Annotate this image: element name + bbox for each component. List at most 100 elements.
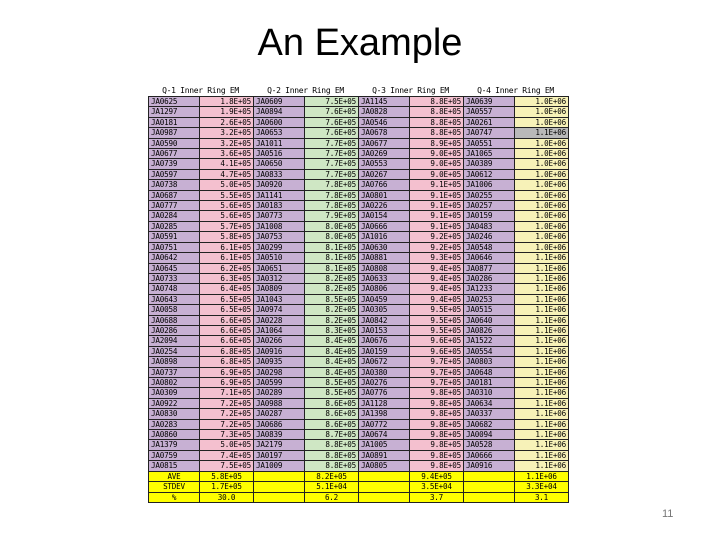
value-cell: 1.9E+05 — [199, 106, 254, 118]
summary-label-cell: AVE — [148, 470, 200, 483]
sample-id-cell: JA0183 — [253, 200, 305, 212]
sample-id-cell: JA0815 — [148, 460, 200, 472]
summary-value-cell: 3.5E+04 — [409, 481, 464, 493]
summary-value-cell: 9.4E+05 — [409, 470, 464, 483]
value-cell: 9.8E+05 — [409, 449, 464, 462]
summary-label-cell — [358, 470, 410, 483]
value-cell: 1.1E+06 — [514, 376, 569, 389]
sample-id-cell: JA0776 — [358, 387, 410, 399]
table-row: JA1379 5.0E+05 JA2179 8.8E+05 JA1005 9.8E+05 J… — [148, 439, 569, 451]
sample-id-cell: JA0640 — [463, 314, 515, 326]
table-row: JA1297 1.9E+05 JA0894 7.6E+05 JA0828 8.8E+05 J… — [148, 106, 569, 118]
value-cell: 8.9E+05 — [409, 137, 464, 150]
value-cell: 2.6E+05 — [199, 116, 254, 129]
sample-id-cell: JA0898 — [148, 356, 200, 368]
value-cell: 1.1E+06 — [514, 335, 569, 347]
sample-id-cell: JA1008 — [253, 220, 305, 233]
sample-id-cell: JA0159 — [358, 345, 410, 358]
sample-id-cell: JA0283 — [148, 418, 200, 431]
value-cell: 6.8E+05 — [199, 345, 254, 358]
value-cell: 8.8E+05 — [304, 449, 359, 462]
value-cell: 7.2E+05 — [199, 408, 254, 420]
table-row: JA0597 4.7E+05 JA0833 7.7E+05 JA0267 9.0E+05 J… — [148, 168, 569, 181]
value-cell: 8.4E+05 — [304, 335, 359, 347]
sample-id-cell: JA0877 — [463, 262, 515, 274]
value-cell: 9.2E+05 — [409, 241, 464, 254]
value-cell: 9.8E+05 — [409, 460, 464, 472]
summary-label-cell: % — [148, 491, 200, 504]
table-row: JA0591 5.8E+05 JA0753 8.0E+05 JA1016 9.2E+05 J… — [148, 231, 569, 243]
summary-row: % 30.0 6.2 3.7 3.1 — [148, 491, 569, 504]
value-cell: 1.1E+06 — [514, 272, 569, 285]
value-cell: 3.6E+05 — [199, 148, 254, 160]
sample-id-cell: JA0459 — [358, 293, 410, 306]
value-cell: 1.1E+06 — [514, 252, 569, 264]
sample-id-cell: JA0261 — [463, 116, 515, 129]
slide-title: An Example — [257, 22, 463, 64]
value-cell: 1.0E+06 — [514, 189, 569, 202]
value-cell: 1.0E+06 — [514, 148, 569, 160]
value-cell: 7.4E+05 — [199, 449, 254, 462]
value-cell: 1.8E+05 — [199, 95, 254, 108]
table-row: JA0860 7.3E+05 JA0839 8.7E+05 JA0674 9.8E+05 J… — [148, 428, 569, 441]
value-cell: 7.6E+05 — [304, 127, 359, 139]
value-cell: 6.2E+05 — [199, 262, 254, 274]
value-cell: 9.4E+05 — [409, 262, 464, 274]
table-row: JA0777 5.6E+05 JA0183 7.8E+05 JA0226 9.1E+05 J… — [148, 200, 569, 212]
sample-id-cell: JA0528 — [463, 439, 515, 451]
value-cell: 1.1E+06 — [514, 418, 569, 431]
sample-id-cell: JA0920 — [253, 179, 305, 191]
value-cell: 8.0E+05 — [304, 220, 359, 233]
value-cell: 7.8E+05 — [304, 189, 359, 202]
summary-value-cell: 30.0 — [199, 491, 254, 504]
value-cell: 9.4E+05 — [409, 293, 464, 306]
sample-id-cell: JA0510 — [253, 252, 305, 264]
sample-id-cell: JA0751 — [148, 241, 200, 254]
value-cell: 8.6E+05 — [304, 408, 359, 420]
value-cell: 1.0E+06 — [514, 210, 569, 222]
sample-id-cell: JA1005 — [358, 439, 410, 451]
value-cell: 1.1E+06 — [514, 283, 569, 295]
value-cell: 7.6E+05 — [304, 106, 359, 118]
sample-id-cell: JA0651 — [253, 262, 305, 274]
summary-label-cell — [253, 481, 305, 493]
value-cell: 9.6E+05 — [409, 345, 464, 358]
value-cell: 8.2E+05 — [304, 283, 359, 295]
value-cell: 9.7E+05 — [409, 356, 464, 368]
sample-id-cell: JA0633 — [358, 272, 410, 285]
value-cell: 9.4E+05 — [409, 283, 464, 295]
sample-id-cell: JA0738 — [148, 179, 200, 191]
value-cell: 7.8E+05 — [304, 179, 359, 191]
summary-row: AVE 5.8E+05 8.2E+05 9.4E+05 1.1E+06 — [148, 470, 569, 483]
sample-id-cell: JA0228 — [253, 314, 305, 326]
sample-id-cell: JA0310 — [463, 387, 515, 399]
value-cell: 9.1E+05 — [409, 210, 464, 222]
sample-id-cell: JA0548 — [463, 241, 515, 254]
sample-id-cell: JA0891 — [358, 449, 410, 462]
sample-id-cell: JA0839 — [253, 428, 305, 441]
table-row: JA0283 7.2E+05 JA0686 8.6E+05 JA0772 9.8E+05 J… — [148, 418, 569, 431]
value-cell: 3.2E+05 — [199, 137, 254, 150]
value-cell: 5.6E+05 — [199, 210, 254, 222]
table-row: JA0922 7.2E+05 JA0988 8.6E+05 JA1128 9.8E+05 J… — [148, 397, 569, 410]
sample-id-cell: JA0181 — [463, 376, 515, 389]
sample-id-cell: JA0802 — [148, 376, 200, 389]
table-row: JA0987 3.2E+05 JA0653 7.6E+05 JA0678 8.8E+05 J… — [148, 127, 569, 139]
value-cell: 1.1E+06 — [514, 304, 569, 316]
value-cell: 1.1E+06 — [514, 345, 569, 358]
data-table: JA0625 1.8E+05 JA0609 7.5E+05 JA1145 8.8E+05 J… — [148, 95, 569, 504]
value-cell: 1.0E+06 — [514, 179, 569, 191]
table-row: JA0751 6.1E+05 JA0299 8.1E+05 JA0630 9.2E+05 J… — [148, 241, 569, 254]
value-cell: 1.0E+06 — [514, 220, 569, 233]
sample-id-cell: JA0609 — [253, 95, 305, 108]
header-q1: Q-1 Inner Ring EM — [162, 86, 239, 95]
sample-id-cell: JA0739 — [148, 158, 200, 170]
sample-id-cell: JA0226 — [358, 200, 410, 212]
sample-id-cell: JA2179 — [253, 439, 305, 451]
sample-id-cell: JA0380 — [358, 366, 410, 378]
sample-id-cell: JA0748 — [148, 283, 200, 295]
table-row: JA2094 6.6E+05 JA0266 8.4E+05 JA0676 9.6E+05 J… — [148, 335, 569, 347]
sample-id-cell: JA0153 — [358, 324, 410, 337]
sample-id-cell: JA0773 — [253, 210, 305, 222]
sample-id-cell: JA0653 — [253, 127, 305, 139]
